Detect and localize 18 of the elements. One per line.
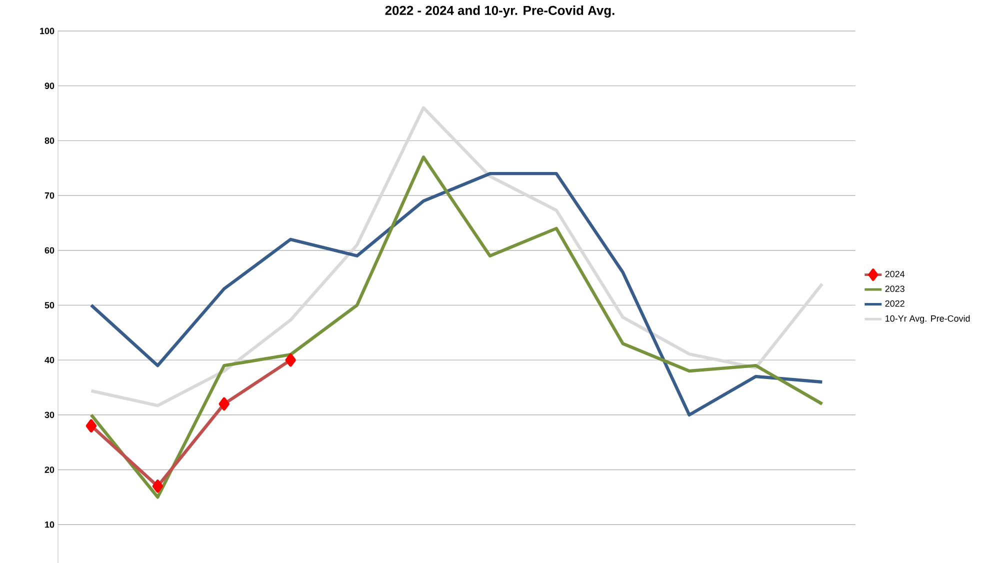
y-tick-label: 90	[44, 82, 54, 90]
y-tick-label: 100	[40, 28, 54, 34]
legend-label: 2024	[885, 270, 905, 278]
y-tick-label: 30	[44, 412, 54, 418]
line-series	[90, 172, 824, 416]
y-tick-label: 50	[44, 302, 54, 308]
legend-label: 2022	[885, 300, 904, 307]
y-tick-label: 70	[44, 192, 54, 199]
y-tick-label: 20	[44, 466, 54, 473]
y-tick-label: 10	[45, 521, 54, 528]
y-tick-label: 40	[44, 356, 54, 364]
line-series	[90, 106, 824, 408]
y-tick-label: 80	[44, 138, 54, 144]
legend-label: 10-Yr Avg. Pre-Covid	[886, 315, 970, 324]
line-series	[90, 156, 824, 499]
y-tick-label: 60	[44, 247, 54, 254]
legend-label: 2023	[885, 286, 904, 292]
chart-title: 2022 - 2024 and 10-yr. Pre-Covid Avg.	[385, 6, 614, 18]
